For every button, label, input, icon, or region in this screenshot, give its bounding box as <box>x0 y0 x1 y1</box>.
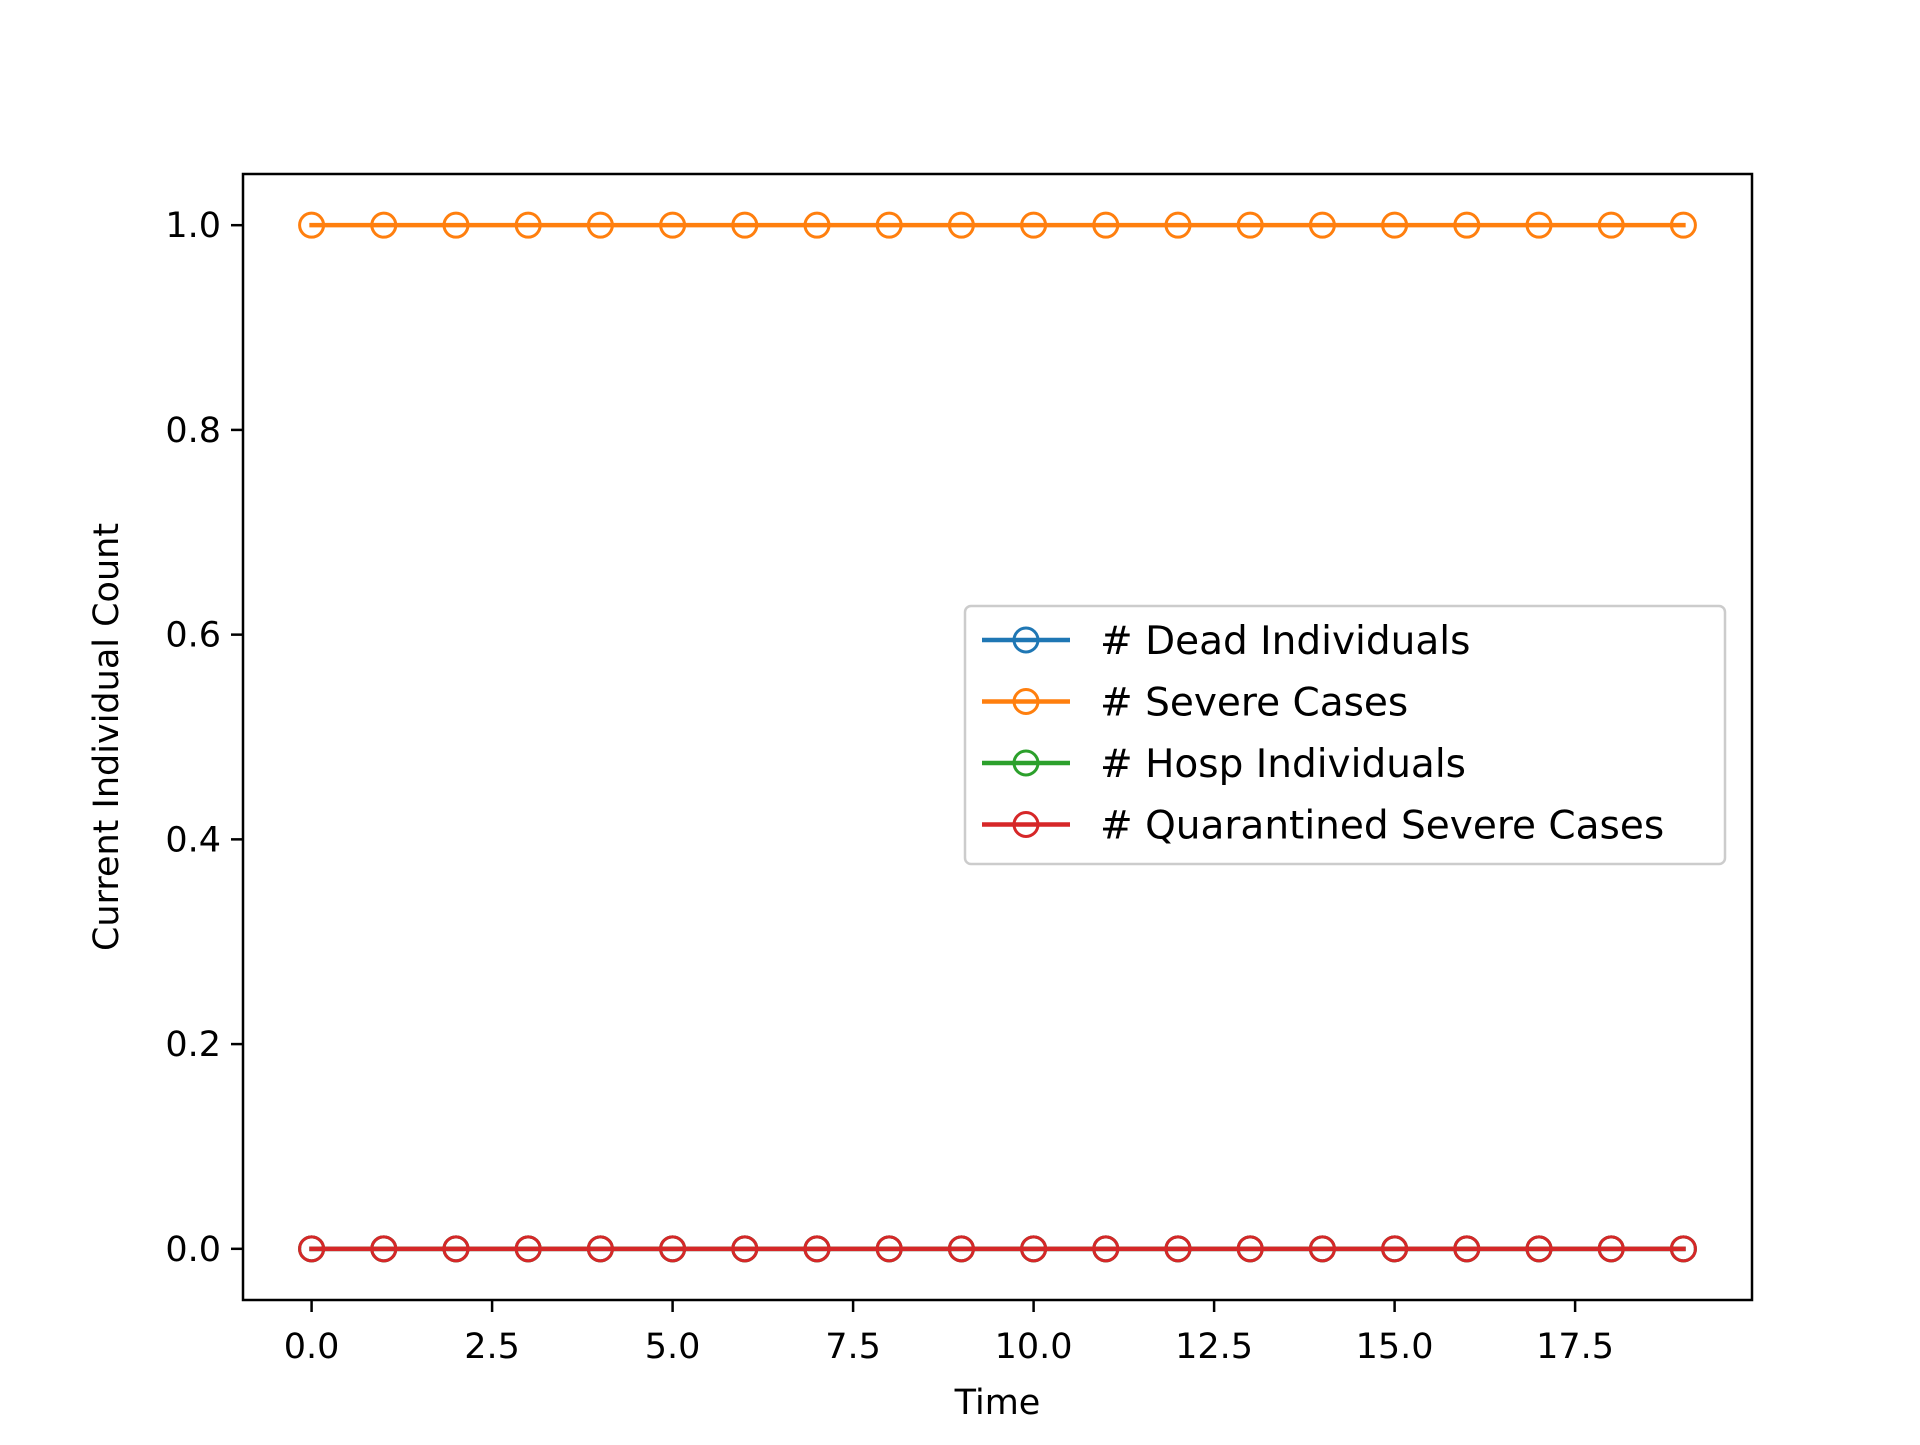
data-point <box>1020 1235 1048 1263</box>
data-point <box>1381 211 1409 239</box>
data-point <box>659 211 687 239</box>
legend-label: # Hosp Individuals <box>1100 742 1466 787</box>
data-point <box>875 211 903 239</box>
y-tick-label: 1.0 <box>165 206 221 246</box>
x-tick-label: 12.5 <box>1175 1327 1253 1367</box>
y-tick-label: 0.2 <box>165 1025 221 1065</box>
legend-item: # Dead Individuals <box>982 619 1470 664</box>
data-point <box>370 1235 398 1263</box>
data-point <box>875 1235 903 1263</box>
data-point <box>1092 1235 1120 1263</box>
y-tick-label: 0.0 <box>165 1230 221 1270</box>
data-point <box>442 211 470 239</box>
data-point <box>1597 1235 1625 1263</box>
legend-box <box>963 604 1727 866</box>
x-axis-label: Time <box>954 1383 1041 1423</box>
data-point <box>1669 1235 1697 1263</box>
legend-item: # Severe Cases <box>982 681 1408 726</box>
data-point <box>514 211 542 239</box>
legend-marker <box>1012 688 1040 715</box>
y-tick-label: 0.6 <box>165 616 221 656</box>
x-tick-label: 7.5 <box>825 1327 881 1367</box>
data-point <box>731 211 759 239</box>
legend: # Dead Individuals # Severe Cases # Hosp I… <box>963 604 1727 866</box>
data-point <box>1020 211 1048 239</box>
data-point <box>1092 211 1120 239</box>
legend-marker <box>1012 626 1040 654</box>
data-point <box>586 1235 614 1263</box>
data-point <box>1236 1235 1264 1263</box>
series-3 <box>298 1235 1697 1263</box>
legend-label: # Dead Individuals <box>1100 619 1470 664</box>
y-axis: 0.0 0.2 0.4 0.6 0.8 1.0 <box>165 206 243 1270</box>
x-tick-label: 0.0 <box>284 1327 340 1367</box>
data-point <box>947 1235 975 1263</box>
data-point <box>298 211 326 239</box>
plot-frame <box>241 172 1754 1302</box>
data-point <box>1453 1235 1481 1263</box>
legend-label: # Severe Cases <box>1100 681 1408 726</box>
data-point <box>1381 1235 1409 1263</box>
legend-marker <box>1012 811 1040 838</box>
y-tick-label: 0.8 <box>165 411 221 451</box>
data-point <box>731 1235 759 1263</box>
legend-item: # Quarantined Severe Cases <box>982 804 1664 849</box>
data-point <box>1164 211 1192 239</box>
data-point <box>1669 211 1697 239</box>
data-point <box>1525 211 1553 239</box>
y-axis-label: Current Individual Count <box>87 523 127 951</box>
data-point <box>442 1235 470 1263</box>
x-axis: 0.0 2.5 5.0 7.5 10.0 12.5 15.0 17.5 <box>284 1300 1614 1367</box>
data-point <box>1597 211 1625 239</box>
legend-label: # Quarantined Severe Cases <box>1100 804 1664 849</box>
data-point <box>1308 211 1336 239</box>
data-point <box>514 1235 542 1263</box>
data-point <box>803 1235 831 1263</box>
data-point <box>1525 1235 1553 1263</box>
legend-marker <box>1012 749 1040 777</box>
data-point <box>947 211 975 239</box>
legend-item: # Hosp Individuals <box>982 742 1466 787</box>
data-point <box>659 1235 687 1263</box>
x-tick-label: 17.5 <box>1536 1327 1614 1367</box>
data-point <box>298 1235 326 1263</box>
series-1 <box>298 211 1697 239</box>
data-point <box>586 211 614 239</box>
plot-area <box>298 211 1697 1263</box>
x-tick-label: 2.5 <box>464 1327 520 1367</box>
x-tick-label: 15.0 <box>1356 1327 1434 1367</box>
x-tick-label: 5.0 <box>645 1327 701 1367</box>
data-point <box>1308 1235 1336 1263</box>
y-tick-label: 0.4 <box>165 820 221 860</box>
data-point <box>1164 1235 1192 1263</box>
data-point <box>1453 211 1481 239</box>
data-point <box>803 211 831 239</box>
data-point <box>370 211 398 239</box>
x-tick-label: 10.0 <box>995 1327 1073 1367</box>
data-point <box>1236 211 1264 239</box>
